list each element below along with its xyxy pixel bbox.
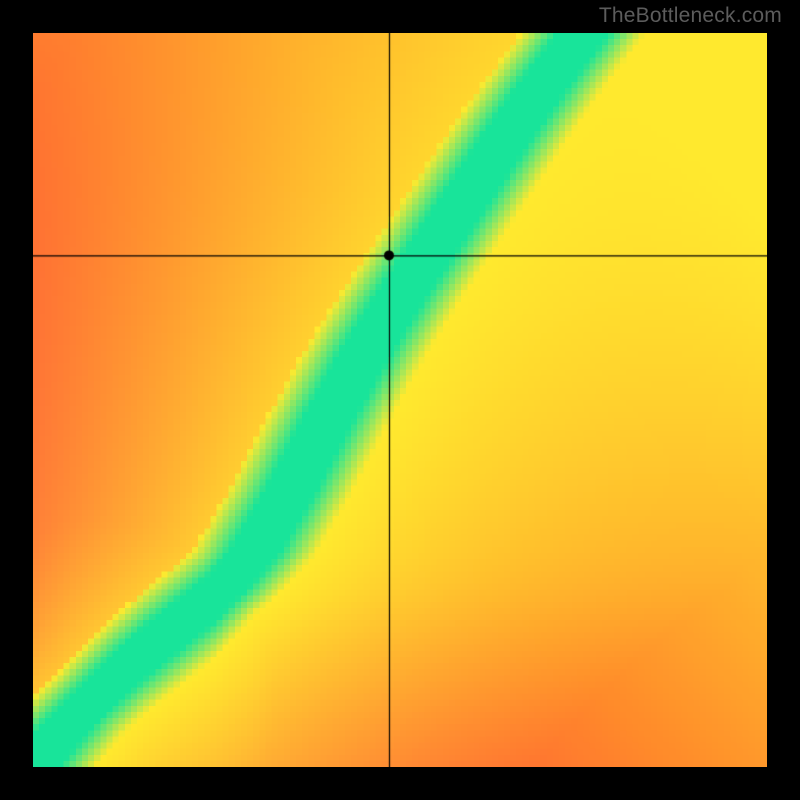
chart-stage: TheBottleneck.com [0, 0, 800, 800]
watermark-text: TheBottleneck.com [599, 4, 782, 28]
crosshair-overlay [33, 33, 767, 767]
